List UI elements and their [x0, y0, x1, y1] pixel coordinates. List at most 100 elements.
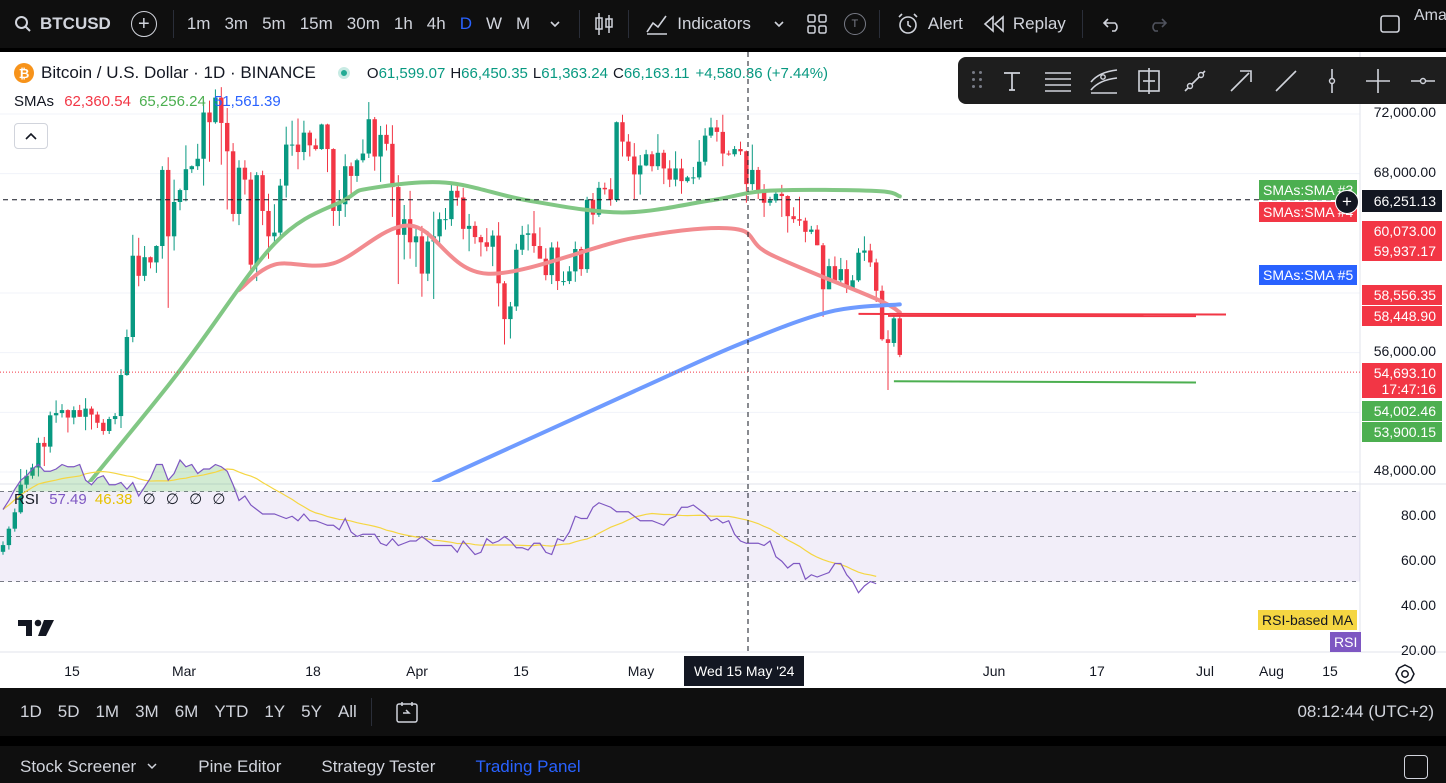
- candle[interactable]: [449, 184, 454, 226]
- candle[interactable]: [207, 100, 212, 162]
- templates-icon[interactable]: T: [837, 0, 873, 48]
- range-5d[interactable]: 5D: [57, 702, 80, 721]
- candle[interactable]: [832, 256, 838, 283]
- candle[interactable]: [331, 148, 336, 226]
- candle[interactable]: [803, 217, 808, 243]
- fib-retracement-icon[interactable]: [1035, 57, 1081, 104]
- candle[interactable]: [573, 241, 578, 282]
- candle[interactable]: [236, 160, 242, 226]
- candle[interactable]: [673, 151, 678, 187]
- candle[interactable]: [531, 210, 537, 253]
- sma-line[interactable]: [3, 180, 902, 587]
- candle[interactable]: [219, 87, 224, 165]
- candle[interactable]: [348, 162, 354, 196]
- horizontal-ray[interactable]: [858, 312, 1227, 316]
- candle[interactable]: [720, 114, 725, 167]
- candle[interactable]: [65, 409, 71, 433]
- candle[interactable]: [354, 158, 360, 182]
- candle[interactable]: [71, 406, 76, 425]
- candle[interactable]: [77, 404, 82, 417]
- candle[interactable]: [95, 411, 100, 428]
- candle[interactable]: [856, 248, 861, 282]
- candle[interactable]: [714, 119, 720, 142]
- candle[interactable]: [614, 121, 619, 203]
- candle[interactable]: [455, 185, 460, 206]
- candle[interactable]: [89, 406, 94, 430]
- candle[interactable]: [278, 178, 283, 237]
- candle[interactable]: [520, 225, 525, 255]
- candle[interactable]: [142, 246, 147, 282]
- candle[interactable]: [59, 404, 65, 418]
- text-tool-icon[interactable]: [990, 57, 1036, 104]
- clock-timezone[interactable]: 08:12:44 (UTC+2): [1297, 702, 1434, 721]
- timeframe-30m[interactable]: 30m: [346, 14, 380, 33]
- cross-line-icon[interactable]: [1355, 57, 1401, 104]
- candle[interactable]: [838, 257, 843, 284]
- settings-icon[interactable]: [1394, 663, 1416, 685]
- candle[interactable]: [602, 182, 607, 195]
- undo-icon[interactable]: [1089, 0, 1135, 48]
- candle[interactable]: [83, 398, 88, 431]
- candle[interactable]: [478, 234, 484, 257]
- candle[interactable]: [107, 416, 112, 434]
- candle[interactable]: [649, 151, 655, 172]
- candle[interactable]: [826, 258, 832, 290]
- candle[interactable]: [561, 271, 566, 286]
- candle[interactable]: [0, 541, 6, 555]
- candle[interactable]: [732, 146, 737, 157]
- candle[interactable]: [360, 139, 366, 163]
- candle[interactable]: [307, 130, 312, 157]
- candle[interactable]: [413, 228, 419, 267]
- range-1d[interactable]: 1D: [20, 702, 42, 721]
- candle[interactable]: [862, 236, 867, 261]
- candle[interactable]: [868, 243, 873, 267]
- range-1y[interactable]: 1Y: [264, 702, 286, 721]
- collapse-legend-button[interactable]: [14, 123, 48, 149]
- candle[interactable]: [425, 231, 430, 282]
- candle[interactable]: [608, 178, 613, 206]
- candle[interactable]: [632, 143, 637, 200]
- timeframe-5m[interactable]: 5m: [262, 14, 286, 33]
- range-3m[interactable]: 3M: [135, 702, 159, 721]
- timeframe-1m[interactable]: 1m: [186, 14, 211, 33]
- candle[interactable]: [620, 114, 625, 157]
- candle[interactable]: [195, 143, 200, 170]
- candle[interactable]: [378, 125, 383, 182]
- layouts-grid-icon[interactable]: [797, 0, 837, 48]
- candle[interactable]: [437, 212, 442, 247]
- candles-type-icon[interactable]: [586, 0, 622, 48]
- candle[interactable]: [402, 204, 407, 260]
- candle[interactable]: [42, 436, 47, 467]
- candle[interactable]: [638, 155, 643, 195]
- candle[interactable]: [189, 165, 194, 173]
- candle[interactable]: [419, 225, 425, 297]
- candle[interactable]: [337, 190, 342, 226]
- candle[interactable]: [390, 125, 395, 217]
- candle[interactable]: [897, 316, 902, 358]
- candle[interactable]: [679, 158, 684, 194]
- chart-title[interactable]: Bitcoin / U.S. Dollar · 1D · BINANCE: [41, 63, 316, 82]
- candle[interactable]: [443, 207, 448, 230]
- candle[interactable]: [815, 225, 820, 246]
- candle[interactable]: [702, 128, 708, 166]
- candle[interactable]: [248, 172, 253, 271]
- candle[interactable]: [225, 108, 230, 210]
- sma-line[interactable]: [237, 223, 902, 315]
- fullscreen-icon[interactable]: [1370, 0, 1410, 48]
- candle[interactable]: [502, 281, 507, 345]
- candle[interactable]: [809, 225, 814, 235]
- timeframe-d[interactable]: D: [459, 14, 472, 33]
- alert-button[interactable]: Alert: [886, 0, 973, 48]
- symbol-search[interactable]: BTCUSD: [0, 0, 123, 48]
- range-6m[interactable]: 6M: [174, 702, 199, 721]
- horizontal-ray[interactable]: [893, 380, 1197, 384]
- candle[interactable]: [101, 419, 106, 435]
- candle[interactable]: [319, 123, 324, 150]
- timeframe-1h[interactable]: 1h: [393, 14, 413, 33]
- candle[interactable]: [171, 179, 177, 251]
- candle[interactable]: [396, 175, 401, 285]
- tradingview-logo-icon[interactable]: [18, 618, 58, 638]
- candle[interactable]: [750, 144, 755, 191]
- candle[interactable]: [726, 150, 731, 156]
- candle[interactable]: [284, 126, 289, 198]
